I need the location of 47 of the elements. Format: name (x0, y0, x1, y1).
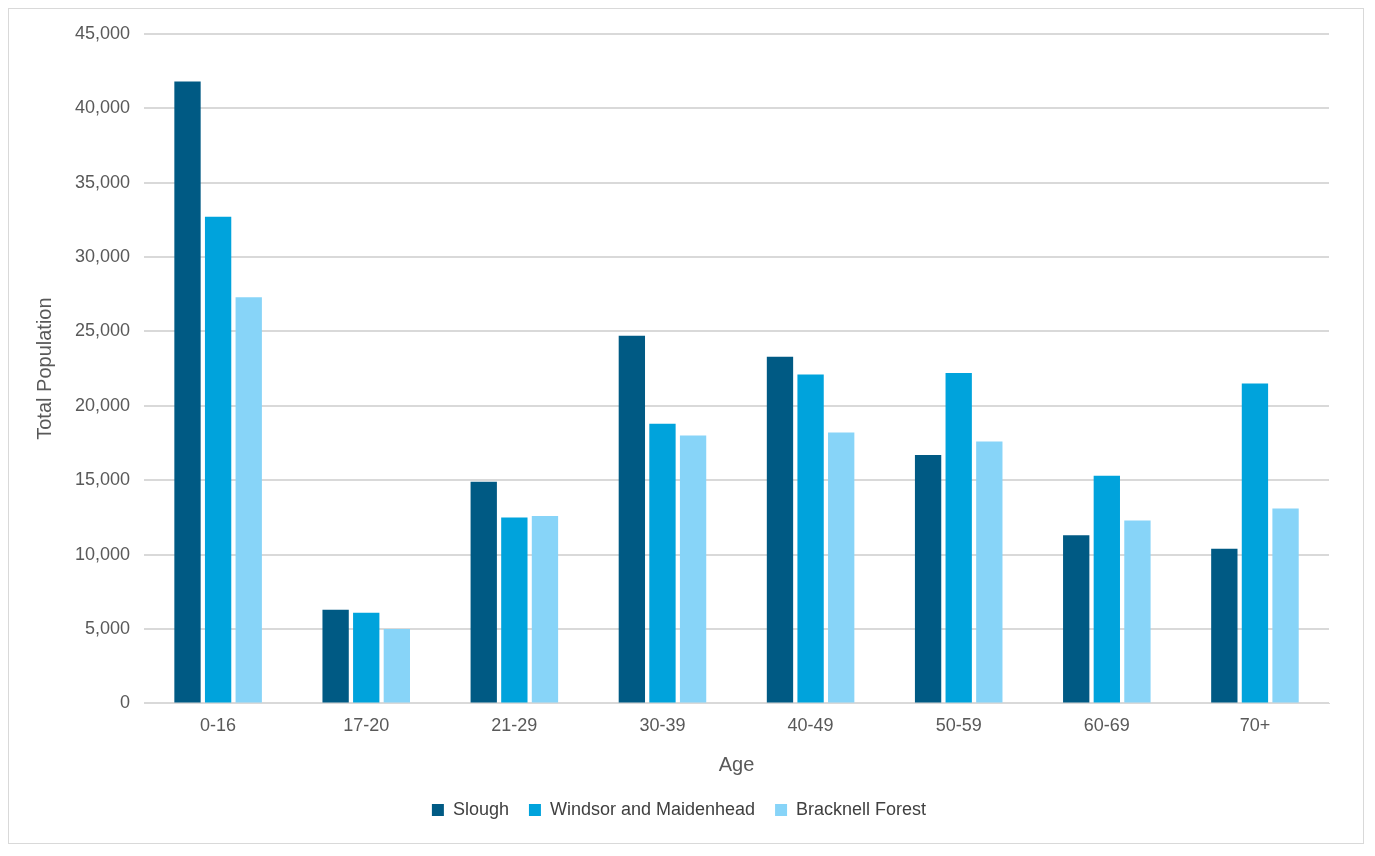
bar (383, 629, 411, 703)
bar (766, 356, 794, 703)
bar (914, 454, 942, 703)
y-tick-label: 0 (120, 692, 131, 713)
bar (174, 81, 201, 703)
x-tick-label: 60-69 (1083, 715, 1130, 736)
y-tick-label: 10,000 (74, 543, 131, 564)
x-tick-label: 17-20 (343, 715, 390, 736)
legend-label: Bracknell Forest (796, 798, 927, 819)
bar (976, 441, 1003, 703)
y-tick-label: 15,000 (74, 469, 131, 490)
y-tick-label: 30,000 (74, 245, 131, 266)
bar (1063, 535, 1090, 703)
bar (1241, 383, 1269, 703)
y-tick-label: 5,000 (85, 617, 131, 638)
bar (649, 423, 676, 703)
x-tick-label: 0-16 (200, 715, 237, 736)
legend-label: Slough (452, 798, 509, 819)
bar (470, 481, 497, 703)
y-tick-label: 25,000 (74, 320, 131, 341)
legend-label: Windsor and Maidenhead (549, 798, 756, 819)
bar (1093, 475, 1120, 703)
bar (828, 432, 855, 703)
bar (618, 335, 646, 703)
bar (235, 297, 262, 703)
bar (1211, 548, 1238, 703)
bar (797, 374, 824, 703)
y-tick-label: 20,000 (74, 394, 131, 415)
y-tick-label: 40,000 (74, 97, 131, 118)
bar (531, 515, 559, 703)
bar (353, 612, 380, 703)
bar (501, 517, 528, 703)
bar (679, 435, 707, 703)
y-tick-label: 35,000 (74, 171, 131, 192)
x-tick-label: 50-59 (935, 715, 982, 736)
x-tick-label: 40-49 (787, 715, 834, 736)
bar (1272, 508, 1299, 703)
x-tick-label: 70+ (1239, 715, 1271, 736)
y-axis-title: Total Population (32, 297, 55, 440)
bar (945, 373, 972, 703)
bar (204, 216, 232, 703)
bar (1124, 520, 1151, 703)
x-tick-label: 30-39 (639, 715, 686, 736)
x-axis-title: Age (718, 752, 755, 775)
y-tick-label: 45,000 (74, 22, 131, 43)
bar (322, 609, 349, 703)
x-tick-label: 21-29 (491, 715, 538, 736)
